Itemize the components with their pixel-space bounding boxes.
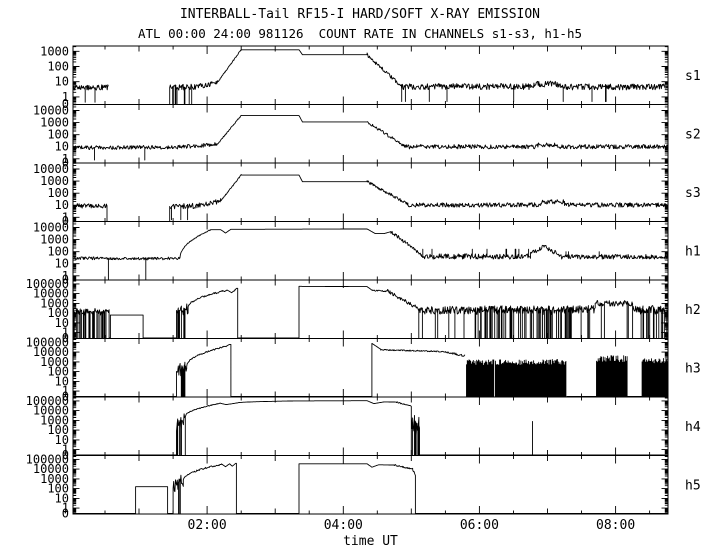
- y-tick-label: 10: [55, 491, 69, 505]
- axis-ticks-h3: [73, 338, 668, 397]
- chart-title: INTERBALL-Tail RF15-I HARD/SOFT X-RAY EM…: [179, 7, 541, 22]
- axis-ticks-h5: [73, 455, 668, 514]
- y-tick-label: 1000: [40, 413, 69, 427]
- trace-h2: [72, 285, 669, 339]
- y-tick-label: 10000: [33, 221, 69, 235]
- channel-label-h1: h1: [685, 244, 701, 259]
- y-tick-label: 1: [62, 326, 69, 340]
- y-tick-label: 10000: [33, 287, 69, 301]
- y-tick-label: 10000: [33, 345, 69, 359]
- y-tick-label: 10000: [33, 404, 69, 418]
- y-tick-label: 10: [55, 198, 69, 212]
- channel-label-s3: s3: [685, 186, 701, 201]
- y-tick-label: 100: [47, 186, 69, 200]
- y-zero-label: 0: [62, 156, 69, 170]
- y-tick-label: 1: [62, 269, 69, 283]
- y-tick-label: 10: [55, 140, 69, 154]
- channel-label-h5: h5: [685, 478, 701, 493]
- axis-ticks-s3: [73, 162, 668, 222]
- trace-h1: [72, 228, 669, 281]
- axis-ticks-h4: [73, 397, 668, 456]
- y-tick-label: 1000: [40, 44, 69, 58]
- y-tick-label: 1: [62, 90, 69, 104]
- y-tick-label: 10000: [33, 462, 69, 476]
- trace-h4: [73, 400, 668, 456]
- axis-ticks-s1: [73, 46, 668, 105]
- y-zero-label: 0: [62, 97, 69, 111]
- y-tick-label: 1: [62, 210, 69, 224]
- y-zero-label: 0: [62, 331, 69, 345]
- y-tick-label: 1000: [40, 233, 69, 247]
- y-tick-label: 1: [62, 501, 69, 515]
- y-tick-label: 1000: [40, 296, 69, 310]
- axis-ticks-s2: [73, 104, 668, 163]
- channel-label-h3: h3: [685, 361, 701, 376]
- y-tick-label: 100000: [26, 335, 69, 349]
- y-tick-label: 100: [47, 423, 69, 437]
- y-tick-label: 1000: [40, 355, 69, 369]
- y-tick-label: 10: [55, 374, 69, 388]
- y-tick-label: 1000: [40, 116, 69, 130]
- x-tick-label: 06:00: [460, 518, 499, 533]
- x-axis-label: time UT: [343, 534, 398, 549]
- y-tick-label: 10: [55, 75, 69, 89]
- y-tick-label: 100: [47, 306, 69, 320]
- y-tick-label: 10: [55, 257, 69, 271]
- x-tick-label: 02:00: [188, 518, 227, 533]
- y-tick-label: 1000: [40, 174, 69, 188]
- y-zero-label: 0: [62, 273, 69, 287]
- y-tick-label: 100: [47, 60, 69, 74]
- channel-label-h4: h4: [685, 420, 701, 435]
- axis-ticks-h1: [73, 221, 668, 280]
- trace-s1: [72, 49, 669, 105]
- y-zero-label: 0: [62, 214, 69, 228]
- y-tick-label: 10: [55, 316, 69, 330]
- x-tick-label: 08:00: [596, 518, 635, 533]
- y-tick-label: 100000: [26, 394, 69, 408]
- trace-h5: [73, 462, 668, 514]
- y-tick-label: 100: [47, 365, 69, 379]
- x-tick-label: 04:00: [324, 518, 363, 533]
- chart-subtitle: ATL 00:00 24:00 981126 COUNT RATE IN CHA…: [137, 26, 582, 41]
- trace-s3: [73, 174, 669, 222]
- y-zero-label: 0: [62, 507, 69, 521]
- y-zero-label: 0: [62, 448, 69, 462]
- y-tick-label: 10000: [33, 162, 69, 176]
- y-tick-label: 100: [47, 245, 69, 259]
- y-tick-label: 100000: [26, 452, 69, 466]
- y-tick-label: 100000: [26, 277, 69, 291]
- y-tick-label: 1: [62, 152, 69, 166]
- y-tick-label: 10000: [33, 104, 69, 118]
- y-zero-label: 0: [62, 390, 69, 404]
- y-tick-label: 1: [62, 443, 69, 457]
- y-tick-label: 1: [62, 384, 69, 398]
- trace-h3: [73, 342, 669, 397]
- y-tick-label: 10: [55, 433, 69, 447]
- channel-label-h2: h2: [685, 303, 701, 318]
- y-tick-label: 100: [47, 482, 69, 496]
- channel-label-s1: s1: [685, 69, 701, 84]
- channel-label-s2: s2: [685, 127, 701, 142]
- y-tick-label: 100: [47, 128, 69, 142]
- trace-s2: [72, 114, 669, 161]
- y-tick-label: 1000: [40, 472, 69, 486]
